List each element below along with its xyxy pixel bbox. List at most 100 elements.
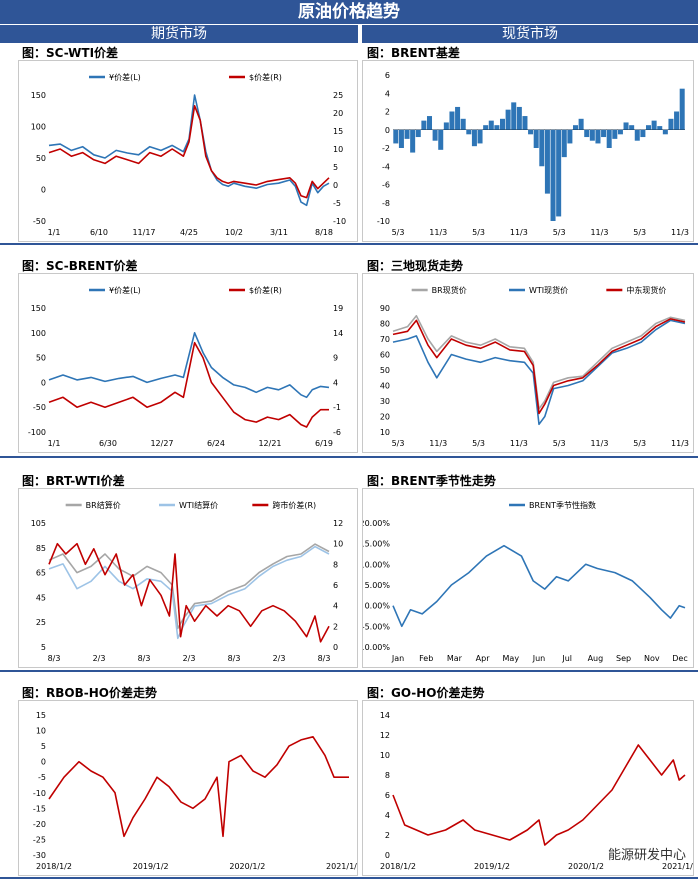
x-tick-label: 11/3	[671, 439, 689, 448]
bar	[455, 106, 461, 130]
bar	[595, 129, 601, 144]
x-tick-label: 5/3	[472, 228, 485, 237]
bar	[410, 129, 416, 153]
legend-label: 跨市价差(R)	[272, 500, 316, 510]
y-tick-label: -50	[33, 217, 46, 226]
bar	[629, 125, 635, 130]
chart-svg: -100 -50 0 50 100 150 -6 -1 4 9 14 19 1/1 6/30 12/27 6/…	[28, 285, 343, 448]
y-tick-label: 0	[41, 186, 46, 195]
y-tick-label: 25	[36, 618, 46, 627]
legend-label: BRENT季节性指数	[529, 500, 596, 510]
y-tick-label: -4	[382, 162, 390, 171]
legend-label: ¥价差(L)	[109, 285, 141, 295]
y-tick-label: 50	[380, 366, 390, 375]
panel-title: 图：BRENT季节性走势	[367, 474, 496, 488]
chart-brt-wti-spread: 5 25 45 65 85 105 0 2 4 6 8 10 12 8/3 2/3 8/3 2/3 8/3 2/3 8…	[18, 488, 358, 668]
x-tick-label: May	[503, 654, 520, 663]
x-tick-label: 2/3	[93, 654, 106, 663]
bar	[522, 116, 528, 130]
bar	[393, 129, 399, 144]
x-tick-label: 11/3	[429, 228, 447, 237]
bar	[550, 129, 556, 221]
x-tick-label: Dec	[672, 654, 687, 663]
y-tick-label: 4	[385, 89, 390, 98]
x-tick-label: 11/3	[671, 228, 689, 237]
bar	[511, 102, 517, 130]
divider	[0, 456, 698, 458]
x-tick-label: 3/11	[270, 228, 288, 237]
y-tick-label: 0.00%	[365, 602, 391, 611]
series-line	[48, 94, 330, 207]
x-tick-label: 11/3	[590, 439, 608, 448]
y-tick-label: 5	[41, 742, 46, 751]
x-tick-label: Sep	[616, 654, 631, 663]
legend-label: 中东现货价	[626, 285, 666, 295]
x-tick-label: 8/3	[48, 654, 61, 663]
bar	[528, 129, 534, 135]
x-tick-label: 2018/1/2	[36, 862, 72, 871]
y-right-tick-label: -10	[333, 217, 346, 226]
x-tick-label: Jan	[391, 654, 404, 663]
x-tick-label: 8/3	[138, 654, 151, 663]
panel-title: 图：RBOB-HO价差走势	[22, 686, 157, 700]
bar	[645, 125, 652, 130]
bar	[657, 126, 663, 130]
x-tick-label: 6/30	[99, 439, 117, 448]
bar	[494, 125, 500, 130]
x-tick-label: 5/3	[633, 228, 646, 237]
panel-title: 图：SC-WTI价差	[22, 46, 119, 60]
y-tick-label: 5	[41, 643, 46, 652]
x-tick-label: Jul	[561, 654, 572, 663]
y-tick-label: -25	[33, 835, 46, 844]
series-line	[48, 542, 330, 643]
legend-label: BR结算价	[86, 500, 121, 510]
x-tick-label: 8/18	[315, 228, 333, 237]
y-tick-label: 50	[36, 154, 46, 163]
bar	[561, 129, 567, 158]
y-right-tick-label: 14	[333, 329, 343, 338]
y-tick-label: 0	[41, 378, 46, 387]
y-right-tick-label: 20	[333, 109, 343, 118]
bar	[589, 129, 595, 141]
y-tick-label: 10.00%	[363, 560, 390, 569]
bar	[460, 118, 466, 130]
x-tick-label: Aug	[588, 654, 604, 663]
x-tick-label: 1/1	[48, 439, 61, 448]
chart-rbob-ho-spread: -30 -25 -20 -15 -10 -5 0 5 10 15 2018/1/2 2019/1/2 2…	[18, 700, 358, 876]
y-tick-label: 10	[380, 751, 390, 760]
x-tick-label: 11/3	[510, 228, 528, 237]
bar	[426, 116, 433, 130]
y-tick-label: 20	[380, 413, 390, 422]
bar	[477, 129, 483, 144]
y-right-tick-label: 4	[333, 602, 338, 611]
y-tick-label: 150	[31, 91, 46, 100]
x-tick-label: 2019/1/2	[474, 862, 510, 871]
legend-label: $价差(R)	[249, 285, 282, 295]
bar	[415, 129, 421, 138]
bar	[449, 111, 455, 130]
bar	[443, 122, 449, 130]
y-right-tick-label: 0	[333, 181, 338, 190]
x-tick-label: 2021/1/2	[662, 862, 693, 871]
bar	[623, 122, 629, 130]
x-tick-label: 8/3	[228, 654, 241, 663]
bar	[567, 129, 573, 144]
y-tick-label: 2	[385, 831, 390, 840]
x-tick-label: 2020/1/2	[229, 862, 265, 871]
y-right-tick-label: 0	[333, 643, 338, 652]
y-tick-label: 40	[380, 382, 390, 391]
chart-svg: -10 -8 -6 -4 -2 0 2 4 6 5/3 11/3 5/3 11/3 5/3 11/3 5/3 1…	[377, 71, 689, 237]
bar	[679, 88, 685, 130]
y-tick-label: 65	[36, 569, 46, 578]
y-tick-label: 45	[36, 593, 46, 602]
watermark: 能源研发中心	[607, 848, 686, 863]
bar	[612, 129, 618, 139]
series-line	[48, 331, 330, 399]
y-tick-label: 0	[385, 851, 390, 860]
series-line	[392, 744, 686, 846]
panel-title: 图：SC-BRENT价差	[22, 259, 138, 273]
y-tick-label: 15	[36, 711, 46, 720]
bar	[674, 111, 680, 130]
y-right-tick-label: 6	[333, 581, 338, 590]
x-tick-label: 11/3	[429, 439, 447, 448]
